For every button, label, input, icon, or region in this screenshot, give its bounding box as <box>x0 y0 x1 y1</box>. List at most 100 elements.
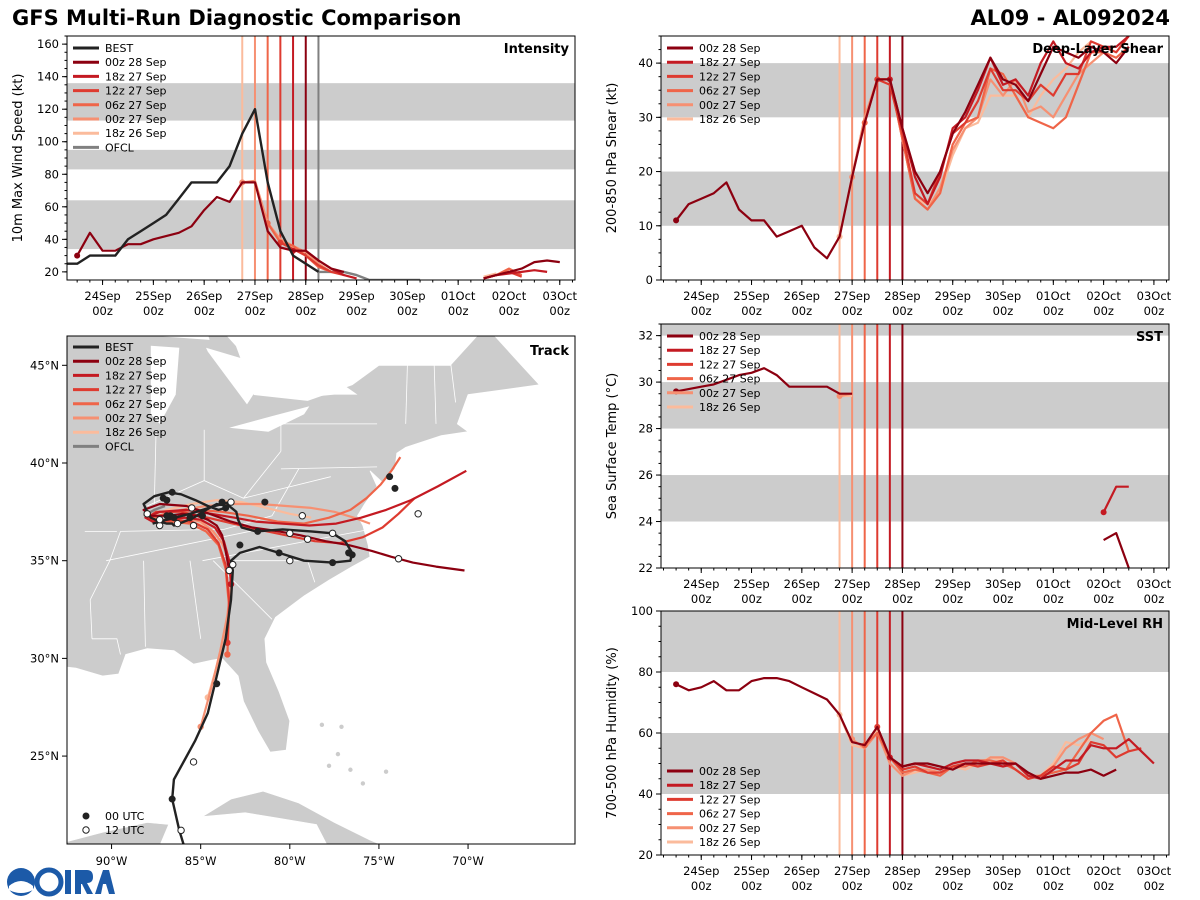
best-00utc-marker <box>168 488 176 496</box>
legend-label-00z-27-sep: 00z 27 Sep <box>105 412 167 425</box>
best-00utc-marker <box>261 498 269 506</box>
lat-tick-label: 35°N <box>30 554 59 568</box>
best-12utc-marker <box>394 555 403 563</box>
legend-label-00z-27-sep: 00z 27 Sep <box>699 822 761 835</box>
panel-sst: 22242628303224Sep00z25Sep00z26Sep00z27Se… <box>605 323 1172 606</box>
land-cuba <box>202 790 381 844</box>
x-tick-label-hour: 00z <box>691 304 712 318</box>
best-00utc-marker <box>222 504 230 512</box>
track-start-marker-06z-27-sep <box>224 651 231 658</box>
x-tick-label-hour: 00z <box>1144 304 1165 318</box>
best-00utc-marker <box>168 795 176 803</box>
legend-label-12z-27-sep: 12z 27 Sep <box>105 384 167 397</box>
land-bahamas-island <box>319 722 325 728</box>
lat-tick-label: 45°N <box>30 358 59 372</box>
legend-label-18z-26-sep: 18z 26 Sep <box>105 426 167 439</box>
panel-shear: 01020304024Sep00z25Sep00z26Sep00z27Sep00… <box>605 35 1172 318</box>
x-tick-label-hour: 00z <box>842 879 863 893</box>
legend-00utc-marker <box>82 812 90 820</box>
x-tick-label-hour: 00z <box>791 592 812 606</box>
x-tick-label-hour: 00z <box>549 304 570 318</box>
land-bahamas-island <box>326 763 332 769</box>
legend-label-18z-27-sep: 18z 27 Sep <box>699 344 761 357</box>
state-border <box>106 529 260 562</box>
y-tick-label: 60 <box>44 200 59 214</box>
best-00utc-marker <box>391 484 399 492</box>
legend-label-18z-27-sep: 18z 27 Sep <box>699 779 761 792</box>
legend-12utc-marker <box>82 826 90 834</box>
x-tick-label-hour: 00z <box>1093 879 1114 893</box>
x-tick-label-day: 01Oct <box>1036 864 1071 878</box>
land-yucatan <box>67 822 170 844</box>
legend-label-06z-27-sep: 06z 27 Sep <box>105 99 167 112</box>
great-lake <box>156 336 210 340</box>
state-border <box>153 429 157 505</box>
x-tick-label-day: 01Oct <box>1036 577 1071 591</box>
y-tick-label: 32 <box>638 329 653 343</box>
x-tick-label-hour: 00z <box>842 592 863 606</box>
x-tick-label-hour: 00z <box>791 304 812 318</box>
x-tick-label-day: 25Sep <box>733 577 769 591</box>
best-12utc-marker <box>173 519 182 528</box>
y-tick-label: 24 <box>638 515 653 529</box>
x-tick-label-hour: 00z <box>993 592 1014 606</box>
x-tick-label-day: 24Sep <box>683 577 719 591</box>
x-tick-label-hour: 00z <box>346 304 367 318</box>
legend-label-12z-27-sep: 12z 27 Sep <box>105 85 167 98</box>
track-line-best <box>142 491 354 844</box>
y-axis-label: Sea Surface Temp (°C) <box>605 373 620 520</box>
x-tick-label-day: 27Sep <box>834 864 870 878</box>
x-tick-label-day: 03Oct <box>1137 864 1172 878</box>
x-tick-label-day: 02Oct <box>1086 289 1121 303</box>
best-12utc-marker <box>177 826 185 835</box>
legend-label-12z-27-sep: 12z 27 Sep <box>699 358 761 371</box>
y-axis-label: 700-500 hPa Humidity (%) <box>605 647 620 819</box>
series-line-12z-27-sep <box>876 36 1130 206</box>
best-00utc-marker <box>198 512 206 520</box>
legend-label-00z-28-sep: 00z 28 Sep <box>105 355 167 368</box>
legend-label-18z-26-sep: 18z 26 Sep <box>699 836 761 849</box>
state-border <box>189 560 202 639</box>
x-tick-label-hour: 00z <box>741 879 762 893</box>
best-12utc-marker <box>189 521 198 530</box>
x-tick-label-day: 26Sep <box>784 577 820 591</box>
best-12utc-marker <box>286 556 294 565</box>
x-tick-label-day: 26Sep <box>784 289 820 303</box>
y-tick-label: 0 <box>646 273 653 287</box>
x-tick-label-day: 28Sep <box>884 864 920 878</box>
lat-tick-label: 25°N <box>30 749 59 763</box>
series-start-marker-00z-28-sep <box>673 217 680 224</box>
x-tick-label-day: 24Sep <box>84 289 120 303</box>
legend-label-18z-26-sep: 18z 26 Sep <box>105 127 167 140</box>
state-border <box>202 529 371 562</box>
x-tick-label-day: 02Oct <box>1086 577 1121 591</box>
legend-label-00z-28-sep: 00z 28 Sep <box>699 330 761 343</box>
best-12utc-marker <box>188 504 196 512</box>
x-tick-label-day: 28Sep <box>884 577 920 591</box>
series-line-18z-26-sep <box>483 272 497 278</box>
y-tick-label: 20 <box>638 165 653 179</box>
state-border <box>280 466 378 470</box>
x-tick-label-day: 01Oct <box>1036 289 1071 303</box>
x-tick-label-hour: 00z <box>1093 304 1114 318</box>
lat-tick-label: 40°N <box>30 456 59 470</box>
x-tick-label-day: 29Sep <box>935 864 971 878</box>
legend-label-00z-27-sep: 00z 27 Sep <box>105 113 167 126</box>
tracks-group <box>142 456 467 844</box>
state-border <box>243 476 331 499</box>
x-tick-label-hour: 00z <box>397 304 418 318</box>
best-12utc-marker <box>143 510 151 518</box>
x-tick-label-hour: 00z <box>892 592 913 606</box>
great-lake <box>293 384 358 399</box>
x-tick-label-hour: 00z <box>993 304 1014 318</box>
lon-tick-label: 80°W <box>274 854 306 868</box>
x-tick-label-day: 29Sep <box>935 577 971 591</box>
y-tick-label: 60 <box>638 726 653 740</box>
great-lake <box>150 345 180 424</box>
x-tick-label-day: 01Oct <box>441 289 476 303</box>
y-tick-label: 22 <box>638 561 653 575</box>
x-tick-label-hour: 00z <box>791 879 812 893</box>
land-bahamas-island <box>348 767 353 772</box>
best-12utc-marker <box>227 498 235 506</box>
series-line-best <box>67 107 320 273</box>
